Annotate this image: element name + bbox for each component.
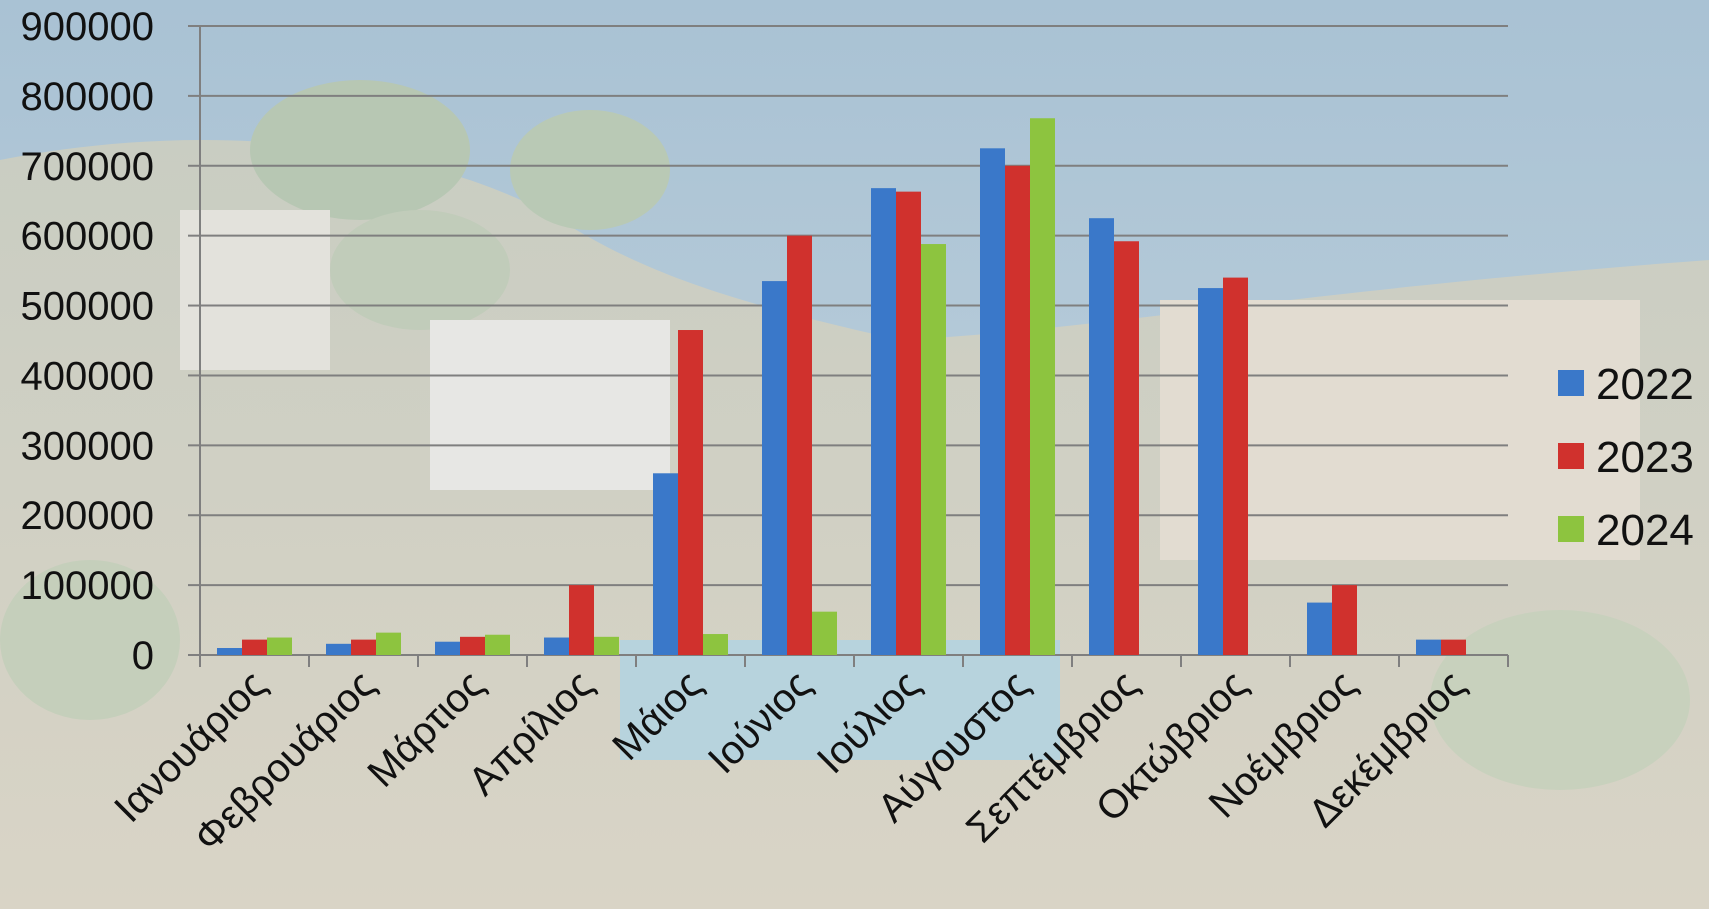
bars	[217, 118, 1466, 656]
bar-2024-4	[594, 636, 619, 655]
y-tick-label: 900000	[21, 5, 154, 49]
legend-label-2023: 2023	[1596, 433, 1694, 482]
legend: 2022 2023 2024	[1558, 360, 1694, 555]
bar-2022-3	[435, 641, 460, 655]
legend-swatch-2024	[1558, 516, 1584, 542]
bar-2024-5	[703, 634, 728, 655]
y-tick-labels: 0 100000 200000 300000 400000 500000 600000 700…	[21, 5, 154, 678]
y-tick-label: 200000	[21, 494, 154, 538]
bar-2023-4	[569, 585, 594, 655]
bar-2022-11	[1307, 602, 1332, 655]
bar-2023-12	[1441, 639, 1466, 655]
bar-2022-4	[544, 637, 569, 655]
bar-2024-3	[485, 634, 510, 655]
x-tick-label: Ιούνιος	[700, 662, 820, 782]
bar-2022-12	[1416, 639, 1441, 655]
bar-2022-1	[217, 648, 242, 655]
y-tick-label: 100000	[21, 564, 154, 608]
bar-2022-10	[1198, 288, 1223, 655]
bar-2023-10	[1223, 277, 1248, 655]
legend-swatch-2022	[1558, 370, 1584, 396]
bar-2024-1	[267, 637, 292, 655]
legend-swatch-2023	[1558, 443, 1584, 469]
y-tick-label: 600000	[21, 215, 154, 259]
y-tick-label: 300000	[21, 424, 154, 468]
bar-2022-6	[762, 281, 787, 655]
bar-2024-7	[921, 244, 946, 655]
bar-2023-1	[242, 639, 267, 655]
bar-2023-6	[787, 235, 812, 655]
bar-2024-2	[376, 632, 401, 655]
bar-2024-6	[812, 611, 837, 655]
gridlines	[200, 25, 1508, 587]
y-tick-label: 400000	[21, 354, 154, 398]
y-tick-label: 700000	[21, 145, 154, 189]
bar-2022-5	[653, 473, 678, 655]
bar-2022-8	[980, 148, 1005, 656]
bar-2023-5	[678, 330, 703, 655]
bar-2023-3	[460, 636, 485, 655]
x-tick-label: Μάιος	[604, 662, 711, 769]
bar-2024-8	[1030, 118, 1055, 655]
bar-2023-9	[1114, 241, 1139, 655]
axes	[188, 25, 1509, 667]
bar-2022-2	[326, 643, 351, 655]
y-tick-label: 800000	[21, 75, 154, 119]
bar-2023-11	[1332, 585, 1357, 655]
legend-label-2022: 2022	[1596, 360, 1694, 409]
bar-2023-8	[1005, 165, 1030, 655]
bar-2022-9	[1089, 218, 1114, 655]
y-tick-label: 500000	[21, 285, 154, 329]
bar-2023-2	[351, 639, 376, 655]
legend-label-2024: 2024	[1596, 506, 1694, 555]
bar-2023-7	[896, 191, 921, 656]
bar-2022-7	[871, 188, 896, 656]
y-tick-label: 0	[132, 634, 154, 678]
